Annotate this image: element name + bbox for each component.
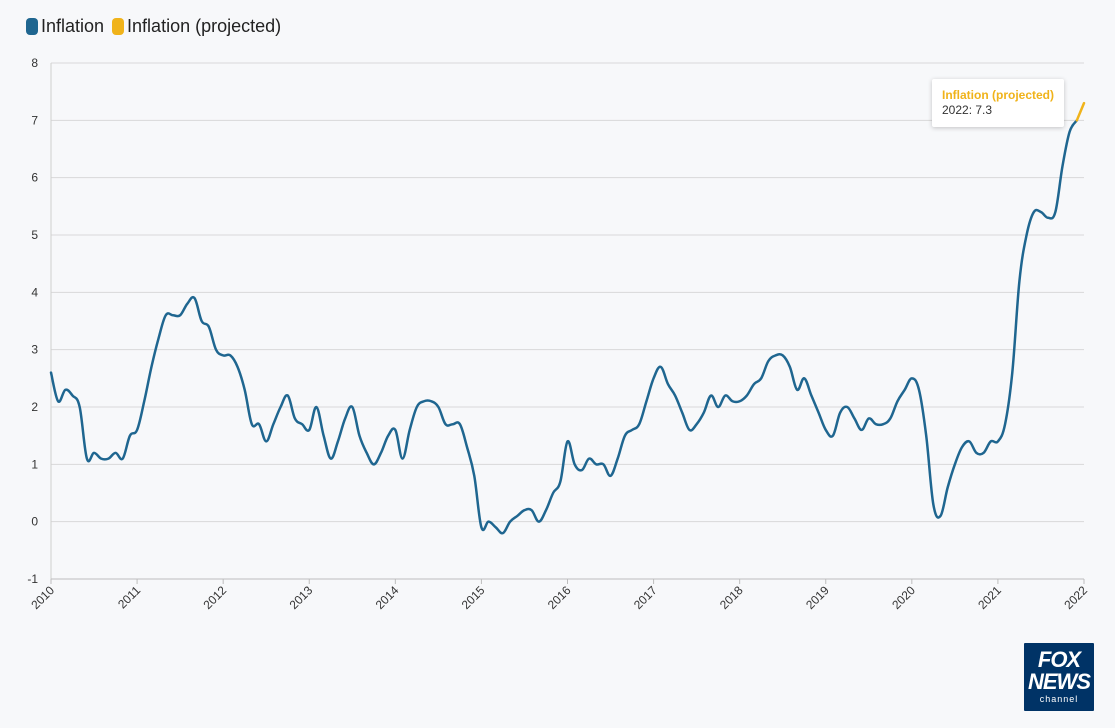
fox-news-logo: FOX NEWS channel — [1024, 643, 1094, 711]
x-tick-label-2011: 2011 — [115, 583, 143, 611]
x-tick-label-2010: 2010 — [28, 583, 57, 612]
y-tick-label-0: 0 — [31, 515, 38, 529]
legend-swatch-inflation-projected — [112, 18, 125, 35]
tooltip-title: Inflation (projected) — [942, 88, 1054, 102]
tooltip-value: 2022: 7.3 — [942, 103, 993, 117]
x-tick-label-2014: 2014 — [373, 583, 402, 612]
series-line-inflation — [49, 119, 1079, 535]
x-tick-label-2020: 2020 — [889, 583, 918, 612]
legend-label-inflation-projected: Inflation (projected) — [127, 16, 282, 36]
series-lines — [49, 101, 1086, 535]
logo-line-1: FOX — [1037, 647, 1081, 672]
y-tick-label-5: 5 — [31, 228, 38, 242]
x-tick-label-2015: 2015 — [459, 583, 488, 612]
y-tick-label--1: -1 — [27, 572, 38, 586]
y-tick-label-7: 7 — [31, 113, 38, 127]
grid-lines — [51, 62, 1084, 580]
x-tick-labels: 2010 2011 2012 2013 2014 2015 2016 2017 2018 2019… — [28, 583, 1090, 612]
y-tick-labels: -1 0 1 2 3 4 5 6 7 8 — [27, 56, 38, 586]
logo-line-2: NEWS — [1028, 669, 1091, 694]
x-tick-label-2019: 2019 — [803, 583, 832, 612]
x-tick-label-2018: 2018 — [717, 583, 746, 612]
x-tick-label-2016: 2016 — [545, 583, 574, 612]
axes — [50, 63, 1085, 584]
legend-swatch-inflation — [26, 18, 38, 35]
y-tick-label-3: 3 — [31, 343, 38, 357]
x-tick-label-2013: 2013 — [287, 583, 316, 612]
legend-item-inflation[interactable]: Inflation — [26, 16, 104, 37]
y-tick-label-4: 4 — [31, 285, 38, 299]
legend-item-inflation-projected[interactable]: Inflation (projected) — [112, 16, 281, 37]
x-tick-label-2017: 2017 — [631, 583, 660, 612]
y-tick-label-6: 6 — [31, 171, 38, 185]
y-tick-label-2: 2 — [31, 400, 38, 414]
chart-legend: Inflation Inflation (projected) — [26, 16, 281, 37]
x-tick-label-2021: 2021 — [975, 583, 1004, 612]
series-line-inflation-projected — [1075, 101, 1086, 122]
x-tick-label-2022: 2022 — [1061, 583, 1090, 612]
y-tick-label-8: 8 — [31, 56, 38, 70]
tooltip: Inflation (projected) 2022: 7.3 — [932, 79, 1064, 127]
legend-label-inflation: Inflation — [41, 16, 105, 36]
logo-line-3: channel — [1039, 694, 1079, 704]
y-tick-label-1: 1 — [31, 457, 38, 471]
x-tick-label-2012: 2012 — [201, 583, 230, 612]
